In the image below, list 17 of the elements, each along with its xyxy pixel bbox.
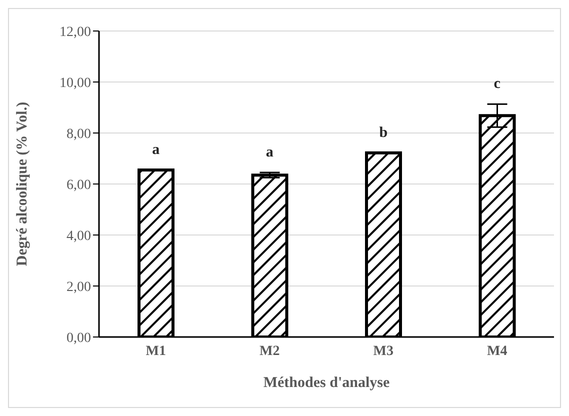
- x-tick-label: M3: [373, 344, 394, 359]
- x-tick-label: M2: [260, 344, 280, 359]
- x-tick-label: M1: [146, 344, 166, 359]
- y-tick-label: 6,00: [66, 178, 91, 193]
- y-tick-label: 12,00: [60, 24, 91, 40]
- y-tick-label: 2,00: [66, 280, 91, 295]
- annotation: b: [379, 124, 388, 141]
- annotation: c: [494, 76, 501, 92]
- x-axis-title: Méthodes d'analyse: [263, 375, 390, 391]
- y-tick-label: 10,00: [60, 76, 91, 91]
- annotation: a: [266, 144, 274, 161]
- x-tick-label: M4: [487, 344, 508, 359]
- y-axis-title: Degré alcoolique (% Vol.): [14, 102, 30, 266]
- annotation: a: [152, 142, 160, 158]
- y-tick-label: 8,00: [66, 126, 91, 142]
- y-tick-label: 4,00: [66, 228, 91, 244]
- y-tick-label: 0,00: [66, 330, 91, 346]
